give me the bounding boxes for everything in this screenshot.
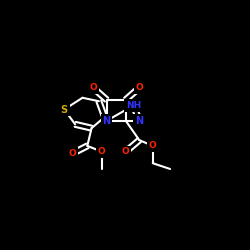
Text: S: S xyxy=(61,104,68,115)
Text: O: O xyxy=(98,147,106,156)
Text: O: O xyxy=(89,83,97,92)
Text: N: N xyxy=(135,116,143,126)
Text: O: O xyxy=(136,83,143,92)
Text: O: O xyxy=(122,147,130,156)
Text: N: N xyxy=(102,116,111,126)
Text: O: O xyxy=(68,149,76,158)
Text: NH: NH xyxy=(126,101,141,110)
Text: O: O xyxy=(149,142,157,150)
